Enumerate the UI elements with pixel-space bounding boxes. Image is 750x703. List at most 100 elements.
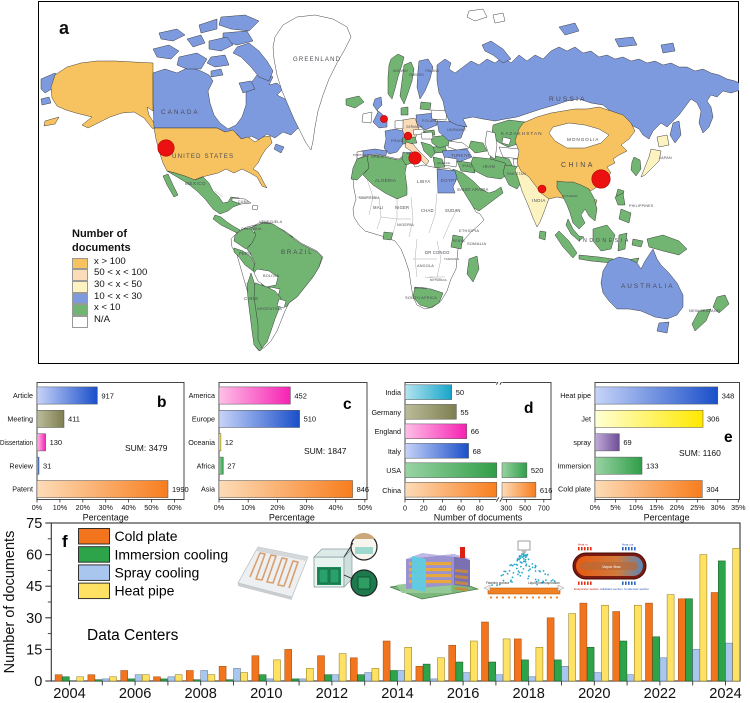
svg-text:12: 12 — [225, 438, 233, 447]
svg-text:KENYA: KENYA — [453, 239, 465, 243]
svg-text:GREENLAND: GREENLAND — [293, 57, 341, 63]
svg-text:SOUTH AFRICA: SOUTH AFRICA — [405, 295, 437, 300]
svg-text:25%: 25% — [690, 503, 705, 512]
svg-text:15%: 15% — [649, 503, 664, 512]
svg-text:Number of documents: Number of documents — [2, 531, 18, 674]
svg-text:ALGERIA: ALGERIA — [375, 178, 396, 183]
svg-text:England: England — [374, 427, 400, 436]
svg-text:MALI: MALI — [373, 205, 384, 210]
svg-text:LIBYA: LIBYA — [417, 179, 431, 184]
svg-text:NIGER: NIGER — [395, 205, 409, 210]
svg-text:POLAND: POLAND — [422, 119, 438, 123]
svg-text:31: 31 — [43, 461, 51, 470]
svg-text:AUSTRALIA: AUSTRALIA — [621, 283, 675, 290]
svg-text:c: c — [343, 396, 352, 413]
svg-text:PHILIPPINES: PHILIPPINES — [629, 204, 654, 208]
svg-text:Liquid film evaporation: Liquid film evaporation — [528, 581, 560, 585]
svg-text:VENEZUELA: VENEZUELA — [259, 220, 283, 224]
svg-text:10%: 10% — [53, 503, 68, 512]
svg-text:452: 452 — [294, 391, 307, 400]
svg-text:Cold plate: Cold plate — [558, 484, 591, 493]
svg-text:846: 846 — [356, 484, 369, 493]
svg-text:Condenser section: Condenser section — [624, 587, 649, 591]
svg-text:2022: 2022 — [644, 686, 676, 702]
svg-text:500: 500 — [519, 503, 531, 512]
svg-text:15: 15 — [26, 642, 42, 658]
svg-text:Africa: Africa — [196, 461, 214, 470]
svg-text:2018: 2018 — [512, 686, 544, 702]
svg-text:India: India — [385, 388, 401, 397]
svg-text:FINLAND: FINLAND — [425, 69, 440, 73]
svg-text:Heat in: Heat in — [578, 543, 588, 547]
svg-text:CHINA: CHINA — [561, 162, 595, 169]
svg-text:130: 130 — [50, 438, 63, 447]
svg-text:2020: 2020 — [578, 686, 610, 702]
svg-text:INDONESIA: INDONESIA — [579, 238, 631, 244]
svg-text:Number of documents: Number of documents — [433, 512, 522, 522]
svg-text:Immersion: Immersion — [557, 461, 591, 470]
svg-text:10%: 10% — [628, 503, 643, 512]
svg-text:America: America — [188, 391, 214, 400]
svg-text:10%: 10% — [241, 503, 256, 512]
svg-text:60%: 60% — [168, 503, 183, 512]
svg-text:411: 411 — [68, 414, 80, 423]
svg-text:SUM: 1160: SUM: 1160 — [679, 448, 721, 458]
svg-text:520: 520 — [530, 466, 543, 475]
svg-text:0%: 0% — [32, 503, 43, 512]
svg-text:Dissertation: Dissertation — [0, 437, 33, 446]
svg-text:0%: 0% — [214, 503, 225, 512]
svg-text:SUM: 1847: SUM: 1847 — [304, 446, 347, 456]
svg-text:Heat pipe: Heat pipe — [560, 391, 591, 400]
svg-text:RUSSIA: RUSSIA — [549, 96, 587, 103]
svg-text:Heat pipe: Heat pipe — [115, 583, 175, 599]
svg-text:40%: 40% — [328, 503, 343, 512]
svg-text:CHAD: CHAD — [421, 208, 434, 213]
svg-text:GERMANY: GERMANY — [406, 125, 424, 129]
svg-text:Jet: Jet — [581, 414, 591, 423]
svg-text:SUDAN: SUDAN — [445, 208, 461, 213]
svg-text:CUBA: CUBA — [238, 200, 249, 204]
svg-text:510: 510 — [303, 414, 316, 423]
svg-text:Flashing surface: Flashing surface — [486, 581, 510, 585]
svg-text:68: 68 — [472, 446, 480, 455]
svg-text:NORWAY: NORWAY — [393, 69, 409, 73]
svg-text:Percentage: Percentage — [269, 512, 315, 522]
svg-text:BOTSWANA: BOTSWANA — [430, 278, 447, 282]
svg-text:Heat out: Heat out — [622, 543, 634, 547]
svg-text:PERU: PERU — [239, 251, 251, 256]
svg-text:60: 60 — [457, 503, 465, 512]
svg-text:75: 75 — [26, 516, 42, 532]
svg-text:69: 69 — [623, 438, 631, 447]
svg-text:Asia: Asia — [201, 484, 215, 493]
svg-text:China: China — [382, 485, 401, 494]
svg-text:306: 306 — [707, 414, 720, 423]
svg-text:SOMALIA: SOMALIA — [467, 241, 486, 246]
svg-text:CANADA: CANADA — [161, 109, 200, 116]
svg-text:MAURITANIA: MAURITANIA — [359, 196, 380, 200]
svg-text:Data Centers: Data Centers — [87, 627, 179, 644]
svg-text:BRAZIL: BRAZIL — [281, 249, 313, 256]
svg-text:e: e — [724, 429, 733, 446]
svg-text:FRANCE: FRANCE — [391, 139, 408, 143]
svg-text:40%: 40% — [122, 503, 137, 512]
svg-text:USA: USA — [386, 466, 401, 475]
svg-text:55: 55 — [460, 407, 468, 416]
svg-text:IRAQ: IRAQ — [462, 164, 472, 168]
svg-text:GREECE: GREECE — [437, 161, 450, 165]
svg-text:30: 30 — [26, 611, 42, 627]
svg-text:1990: 1990 — [172, 484, 189, 493]
svg-text:Italy: Italy — [387, 446, 401, 455]
svg-text:35%: 35% — [731, 503, 746, 512]
svg-text:348: 348 — [721, 391, 734, 400]
svg-text:50%: 50% — [358, 503, 373, 512]
svg-text:IRAN: IRAN — [483, 164, 495, 169]
svg-text:Percentage: Percentage — [83, 512, 129, 522]
svg-text:Immersion cooling: Immersion cooling — [115, 546, 229, 562]
svg-text:spray: spray — [573, 437, 591, 446]
svg-text:2014: 2014 — [381, 686, 413, 702]
svg-text:Cold plate: Cold plate — [115, 528, 178, 544]
svg-text:Evaporator section: Evaporator section — [574, 587, 599, 591]
svg-text:20%: 20% — [270, 503, 285, 512]
svg-text:KAZAKHSTAN: KAZAKHSTAN — [501, 131, 543, 137]
svg-text:Vapor flow: Vapor flow — [602, 564, 621, 569]
